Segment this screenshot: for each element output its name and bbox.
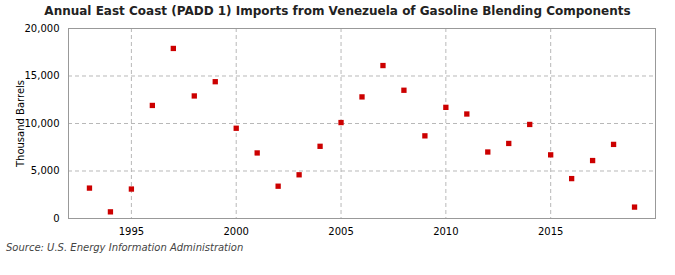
svg-text:15,000: 15,000 bbox=[25, 70, 60, 81]
svg-text:20,000: 20,000 bbox=[25, 23, 60, 34]
svg-text:2015: 2015 bbox=[538, 226, 563, 237]
svg-text:5,000: 5,000 bbox=[31, 165, 60, 176]
svg-text:2000: 2000 bbox=[223, 226, 248, 237]
svg-text:2005: 2005 bbox=[328, 226, 353, 237]
svg-text:10,000: 10,000 bbox=[25, 118, 60, 129]
svg-text:1995: 1995 bbox=[119, 226, 144, 237]
svg-text:Thousand Barrels: Thousand Barrels bbox=[15, 80, 26, 168]
html-text:Annual East Coast (PADD 1) Imp: Annual East Coast (PADD 1) Imports from … bbox=[44, 4, 631, 18]
html-text:Source: U.S. Energy Informatio: Source: U.S. Energy Information Administ… bbox=[6, 242, 244, 253]
svg-text:0: 0 bbox=[53, 213, 59, 224]
svg-text:2010: 2010 bbox=[433, 226, 458, 237]
